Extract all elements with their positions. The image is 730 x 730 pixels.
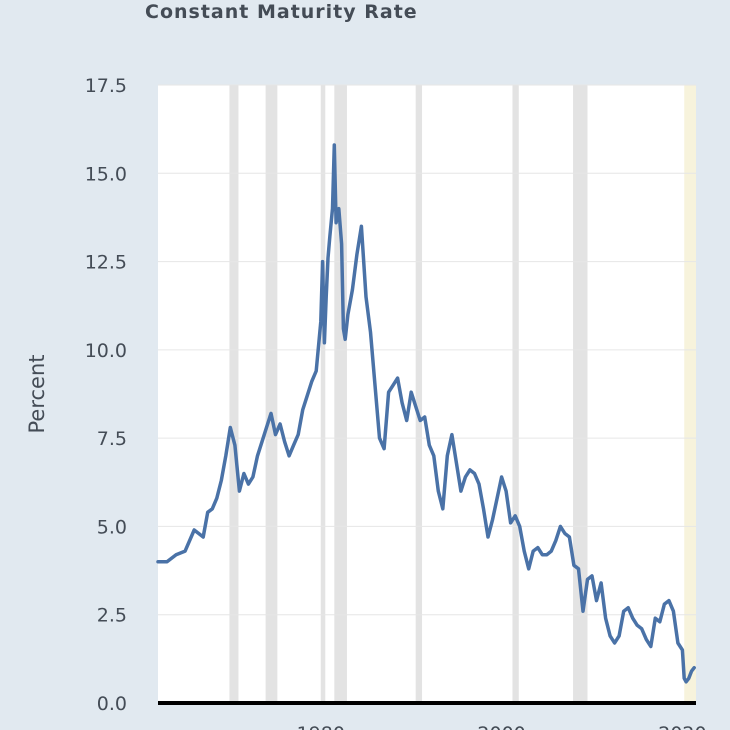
x-tick-label: 2020 [658, 723, 706, 730]
recession-band [573, 85, 588, 703]
recession-band [512, 85, 519, 703]
y-tick-label: 12.5 [85, 252, 127, 274]
y-axis-label: Percent [25, 354, 49, 433]
recent-period-band [684, 85, 696, 703]
x-tick-label: 1980 [297, 723, 345, 730]
y-tick-label: 5.0 [97, 516, 127, 538]
series-line [156, 143, 696, 684]
recession-band [415, 85, 423, 703]
plot-area [158, 85, 696, 703]
recession-band [334, 85, 347, 703]
y-tick-label: 15.0 [85, 163, 127, 185]
y-tick-label: 17.5 [85, 75, 127, 97]
y-tick-label: 7.5 [97, 428, 127, 450]
recession-band [229, 85, 239, 703]
y-tick-label: 2.5 [97, 605, 127, 627]
recession-band [320, 85, 326, 703]
gridlines [158, 84, 696, 616]
x-axis-ticks: 1980 2000 2020 [297, 723, 707, 730]
y-tick-label: 0.0 [97, 693, 127, 715]
recession-bands [229, 85, 696, 703]
y-tick-label: 10.0 [85, 340, 127, 362]
recession-band [265, 85, 278, 703]
y-axis-ticks: 0.0 2.5 5.0 7.5 10.0 12.5 15.0 17.5 [85, 75, 127, 715]
series-lines [156, 143, 696, 684]
x-tick-label: 2000 [477, 723, 525, 730]
chart-title: Constant Maturity Rate [145, 1, 418, 23]
